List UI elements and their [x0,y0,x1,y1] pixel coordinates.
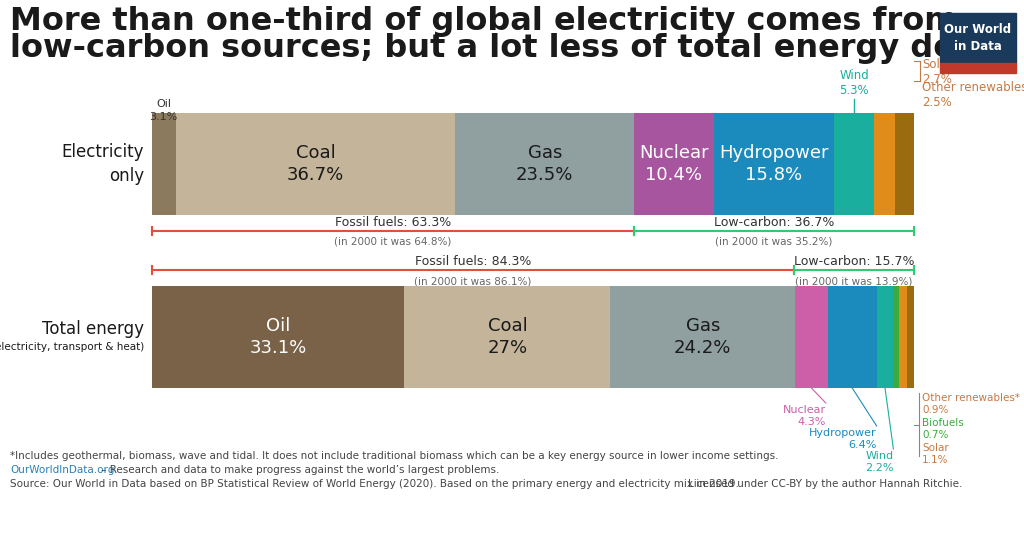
Text: (in 2000 it was 13.9%): (in 2000 it was 13.9%) [796,276,912,286]
Text: (in 2000 it was 35.2%): (in 2000 it was 35.2%) [716,237,833,247]
Bar [795,286,827,388]
Text: – Research and data to make progress against the world’s largest problems.: – Research and data to make progress aga… [98,465,500,475]
Text: Licensed under CC-BY by the author Hannah Ritchie.: Licensed under CC-BY by the author Hanna… [688,479,963,489]
Bar [634,113,714,215]
Bar [610,286,795,388]
Bar [404,286,610,388]
Text: Nuclear: Nuclear [782,405,825,415]
Bar [940,63,1016,73]
Bar [874,113,895,215]
Text: Wind
5.3%: Wind 5.3% [840,69,869,97]
Text: (in 2000 it was 64.8%): (in 2000 it was 64.8%) [335,237,452,247]
Text: Hydropower
15.8%: Hydropower 15.8% [719,143,828,184]
Bar [899,286,907,388]
Text: 0.7%: 0.7% [922,430,948,440]
Bar [907,286,914,388]
Text: Low-carbon: 15.7%: Low-carbon: 15.7% [794,255,914,268]
Text: Low-carbon: 36.7%: Low-carbon: 36.7% [714,216,835,229]
Text: 2.2%: 2.2% [865,463,893,473]
Bar [827,286,877,388]
Bar [940,13,1016,63]
Text: 0.9%: 0.9% [922,405,948,415]
Bar [877,286,893,388]
Text: Solar: Solar [922,443,949,453]
Text: (electricity, transport & heat): (electricity, transport & heat) [0,342,144,352]
Bar [893,286,899,388]
Text: (in 2000 it was 86.1%): (in 2000 it was 86.1%) [415,276,531,286]
Text: Coal
36.7%: Coal 36.7% [287,143,344,184]
Text: Source: Our World in Data based on BP Statistical Review of World Energy (2020).: Source: Our World in Data based on BP St… [10,479,739,489]
Text: 6.4%: 6.4% [848,440,877,450]
Text: Biofuels: Biofuels [922,418,964,428]
Text: Gas
24.2%: Gas 24.2% [674,316,731,358]
Text: Total energy: Total energy [42,320,144,338]
Text: 4.3%: 4.3% [798,417,825,427]
Bar [834,113,874,215]
Text: *Includes geothermal, biomass, wave and tidal. It does not include traditional b: *Includes geothermal, biomass, wave and … [10,451,778,461]
Text: Oil: Oil [157,99,171,109]
Text: Fossil fuels: 63.3%: Fossil fuels: 63.3% [335,216,452,229]
Text: Gas
23.5%: Gas 23.5% [516,143,573,184]
Text: Nuclear
10.4%: Nuclear 10.4% [639,143,709,184]
Bar [152,286,404,388]
Text: Oil
33.1%: Oil 33.1% [250,316,307,358]
Text: low-carbon sources; but a lot less of total energy does: low-carbon sources; but a lot less of to… [10,33,996,64]
Text: Solar
2.7%: Solar 2.7% [922,58,952,86]
Bar [152,113,176,215]
Text: OurWorldInData.org: OurWorldInData.org [10,465,115,475]
Text: 3.1%: 3.1% [150,112,178,122]
Text: Electricity
only: Electricity only [61,143,144,185]
Bar [456,113,634,215]
Text: Other renewables*: Other renewables* [922,393,1020,403]
Text: Wind: Wind [865,451,893,461]
Text: Our World
in Data: Our World in Data [944,23,1012,53]
Bar [176,113,456,215]
Text: Fossil fuels: 84.3%: Fossil fuels: 84.3% [415,255,531,268]
Text: More than one-third of global electricity comes from: More than one-third of global electricit… [10,6,957,37]
Text: Coal
27%: Coal 27% [487,316,527,358]
Text: Hydropower: Hydropower [809,428,877,438]
Bar [895,113,914,215]
Bar [714,113,834,215]
Text: Other renewables*
2.5%: Other renewables* 2.5% [922,81,1024,109]
Text: 1.1%: 1.1% [922,455,948,465]
